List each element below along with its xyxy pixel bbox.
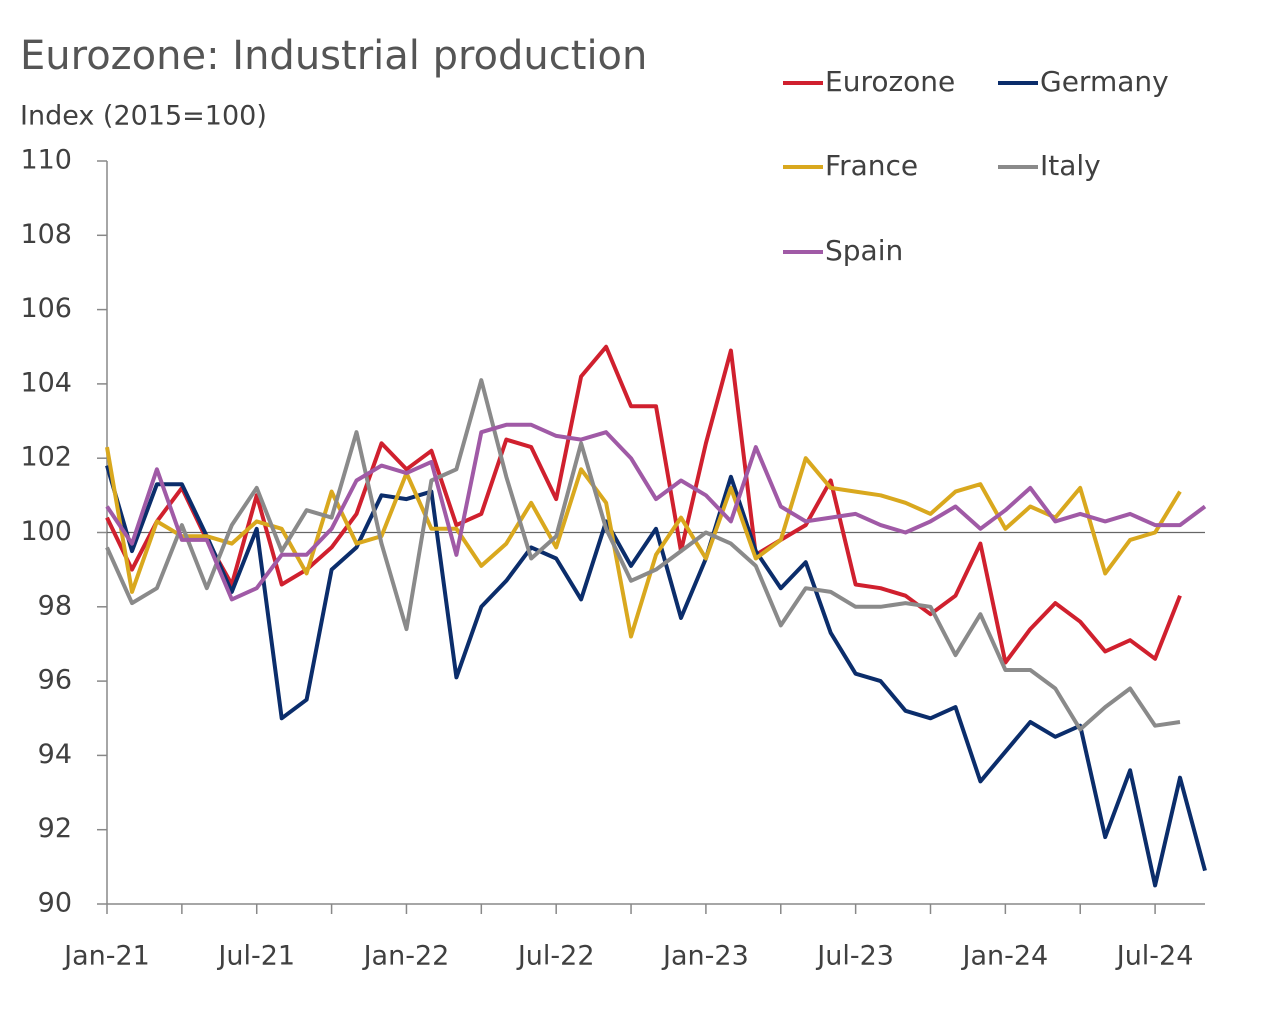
series-line [105, 422, 1207, 602]
y-tick-label: 100 [20, 516, 72, 547]
y-tick-label: 104 [20, 367, 72, 398]
y-tick-label: 110 [20, 145, 72, 176]
x-tick-label: Jan-21 [62, 941, 150, 972]
x-tick-label: Jul-21 [216, 941, 295, 972]
y-tick-label: 94 [38, 739, 72, 770]
x-tick-label: Jan-22 [362, 941, 450, 972]
y-tick-label: 102 [20, 442, 72, 473]
y-tick-label: 108 [20, 219, 72, 250]
legend-label: Spain [825, 234, 903, 267]
x-tick-label: Jan-24 [960, 941, 1048, 972]
chart-subtitle: Index (2015=100) [20, 101, 267, 132]
y-tick-label: 106 [20, 293, 72, 324]
legend-label: Italy [1040, 149, 1101, 182]
series-line [105, 378, 1181, 732]
y-tick-label: 98 [38, 590, 72, 621]
x-tick-label: Jul-22 [516, 941, 595, 972]
legend-label: France [825, 149, 918, 182]
series-line [105, 344, 1182, 665]
x-tick-label: Jul-24 [1115, 941, 1194, 972]
legend-label: Germany [1040, 65, 1169, 98]
series-line [105, 446, 1182, 639]
x-tick-label: Jan-23 [661, 941, 749, 972]
legend-label: Eurozone [825, 65, 955, 98]
chart-title: Eurozone: Industrial production [20, 33, 647, 79]
y-tick-label: 92 [38, 813, 72, 844]
x-tick-label: Jul-23 [815, 941, 894, 972]
y-tick-label: 90 [38, 888, 72, 919]
y-tick-label: 96 [38, 665, 72, 696]
series-line [105, 465, 1207, 888]
